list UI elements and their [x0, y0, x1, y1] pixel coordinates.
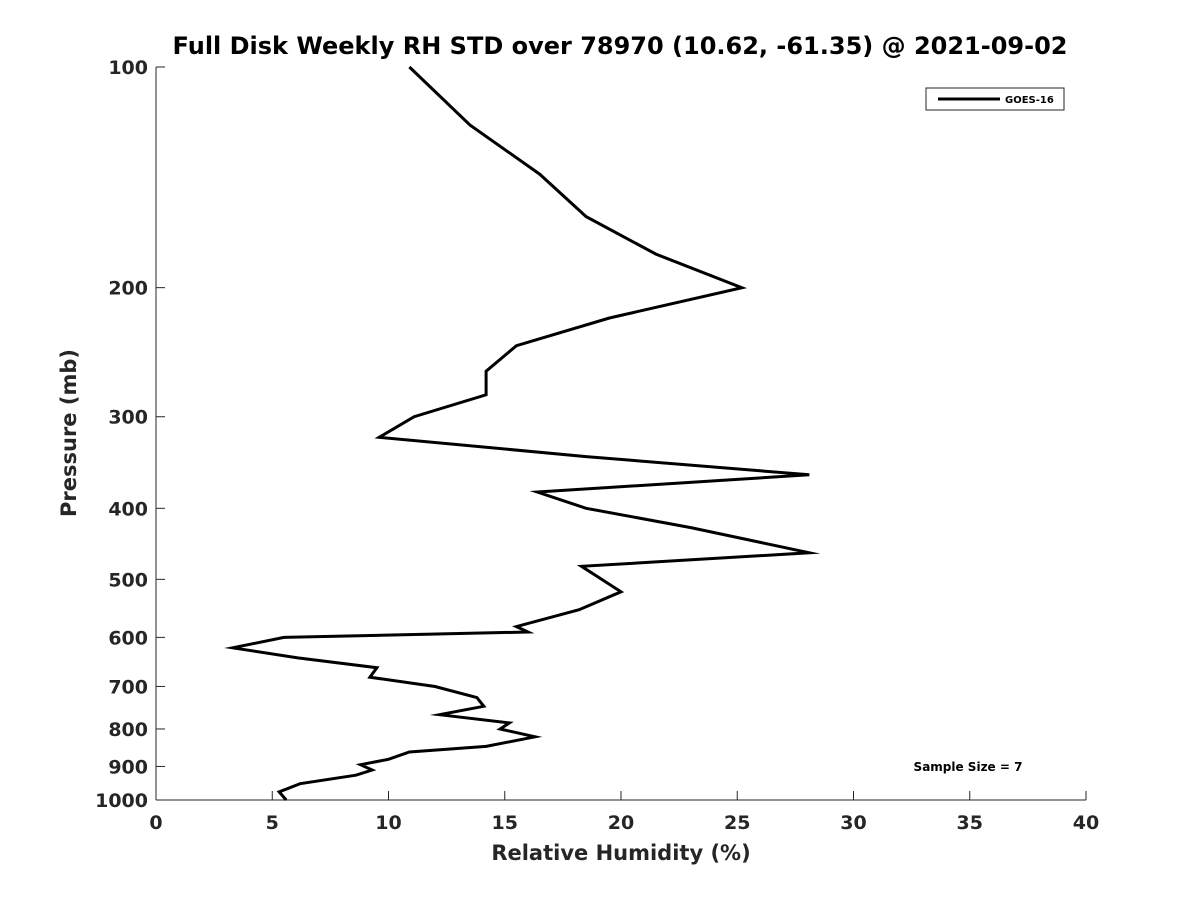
y-tick-label: 800 — [108, 719, 148, 741]
y-axis-label: Pressure (mb) — [57, 349, 81, 517]
y-tick-label: 400 — [108, 498, 148, 520]
x-tick-label: 0 — [149, 812, 162, 834]
y-tick-label: 900 — [108, 756, 148, 778]
x-tick-label: 20 — [608, 812, 634, 834]
legend: GOES-16 — [925, 87, 1065, 111]
y-tick-label: 1000 — [95, 790, 148, 812]
x-tick-label: 30 — [840, 812, 866, 834]
series-layer — [224, 65, 821, 801]
y-tick-label: 700 — [108, 676, 148, 698]
x-tick-label: 35 — [957, 812, 983, 834]
x-tick-label: 15 — [492, 812, 518, 834]
x-tick-label: 40 — [1073, 812, 1099, 834]
series-line-goes-16 — [224, 65, 821, 801]
y-tick-label: 600 — [108, 627, 148, 649]
legend-label-goes-16: GOES-16 — [1005, 95, 1054, 106]
x-tick-label: 25 — [724, 812, 750, 834]
y-tick-label: 200 — [108, 278, 148, 300]
chart-title: Full Disk Weekly RH STD over 78970 (10.6… — [173, 32, 1068, 60]
y-tick-label: 500 — [108, 569, 148, 591]
y-tick-label: 300 — [108, 407, 148, 429]
x-tick-label: 5 — [266, 812, 279, 834]
x-ticks: 0 5 10 15 20 25 30 35 40 — [149, 791, 1099, 834]
x-axis-label: Relative Humidity (%) — [491, 841, 750, 865]
x-tick-label: 10 — [375, 812, 401, 834]
sample-size-annotation: Sample Size = 7 — [914, 760, 1023, 774]
y-ticks: 100 200 300 400 500 600 700 800 900 1000 — [95, 57, 165, 812]
y-tick-label: 100 — [108, 57, 148, 79]
